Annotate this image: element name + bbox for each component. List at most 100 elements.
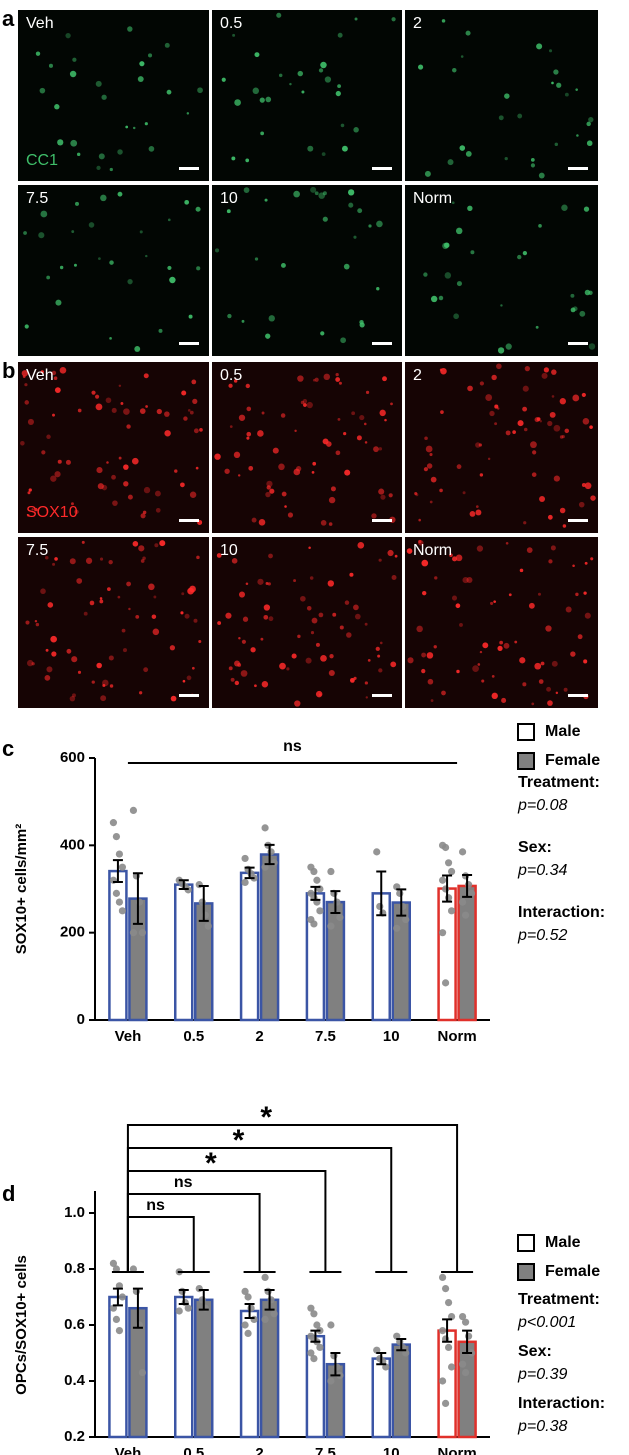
cell <box>243 187 250 194</box>
legend-swatch <box>517 1234 535 1252</box>
cell <box>588 290 593 296</box>
data-point <box>195 881 203 889</box>
cell <box>554 142 559 147</box>
cell <box>245 582 249 585</box>
cell <box>517 113 523 119</box>
cell <box>155 507 161 513</box>
x-tick-label: 2 <box>255 1028 263 1045</box>
cell <box>532 450 537 455</box>
error-bar <box>442 874 453 903</box>
stat-name: Treatment: <box>518 774 600 791</box>
stat-name: Interaction: <box>518 904 605 921</box>
cell <box>260 637 264 641</box>
tile-label: 0.5 <box>220 15 242 32</box>
cell <box>433 645 437 649</box>
cell <box>279 662 286 670</box>
cell <box>98 257 101 260</box>
cell <box>451 595 458 601</box>
cell <box>174 469 178 473</box>
y-tick-label: 0.2 <box>64 1428 85 1445</box>
cell <box>478 443 482 447</box>
cell <box>252 87 260 95</box>
cell <box>539 496 546 503</box>
cell <box>323 373 331 381</box>
cell <box>526 547 533 553</box>
cell <box>444 242 450 248</box>
cell <box>40 210 48 218</box>
cell <box>77 670 82 674</box>
cell <box>127 26 133 32</box>
comparison-label: ns <box>283 738 302 755</box>
cell <box>359 415 365 421</box>
cell <box>188 314 193 319</box>
cell <box>230 677 235 682</box>
cell <box>559 435 564 439</box>
cell <box>570 293 575 298</box>
cell <box>246 431 252 437</box>
cell <box>320 654 327 662</box>
x-tick-label: 0.5 <box>183 1445 204 1455</box>
cell <box>545 625 552 632</box>
cell <box>117 191 123 197</box>
cell <box>266 480 273 488</box>
cell <box>302 398 308 404</box>
cell <box>531 472 537 477</box>
cell <box>89 600 95 606</box>
cell <box>320 520 327 526</box>
tile-label: Norm <box>413 190 452 207</box>
cell <box>232 33 236 37</box>
cell <box>315 642 320 647</box>
cell <box>52 562 56 566</box>
comparison-bracket <box>126 1124 474 1273</box>
cell <box>490 601 494 605</box>
cell <box>522 682 527 687</box>
micrograph <box>405 362 598 533</box>
data-point <box>402 915 410 924</box>
cell <box>246 406 252 412</box>
cell <box>27 491 31 495</box>
cell <box>181 592 185 596</box>
cell <box>421 652 427 658</box>
cell <box>193 618 198 623</box>
data-point <box>444 894 453 902</box>
data-point <box>441 979 450 987</box>
data-point <box>336 913 344 921</box>
cell <box>88 222 95 228</box>
cell <box>373 446 379 453</box>
micrograph <box>212 537 402 708</box>
y-tick-label: 200 <box>60 924 85 941</box>
data-point <box>447 1363 456 1371</box>
cell <box>318 693 322 696</box>
cell <box>109 167 113 172</box>
data-point <box>461 1369 470 1377</box>
cell <box>237 662 242 667</box>
cell <box>508 593 512 597</box>
cell <box>376 220 383 228</box>
cell <box>338 381 342 385</box>
cell <box>147 53 153 58</box>
cell <box>550 545 556 551</box>
data-point <box>198 898 206 906</box>
stat-name: Interaction: <box>518 1395 605 1412</box>
cell <box>144 122 148 126</box>
cell <box>300 400 305 405</box>
cell <box>97 483 104 490</box>
cell <box>394 554 398 558</box>
data-point <box>399 902 407 911</box>
cell <box>455 554 463 562</box>
tile-label: 7.5 <box>26 542 48 559</box>
cell <box>65 459 71 465</box>
cell <box>111 407 117 413</box>
cell <box>238 637 241 640</box>
data-point <box>376 902 384 911</box>
cell <box>254 257 259 261</box>
cell <box>309 576 314 580</box>
cell <box>183 416 188 421</box>
cell <box>470 250 475 255</box>
bar <box>371 1357 391 1439</box>
data-point <box>438 876 447 884</box>
cell <box>524 366 530 372</box>
cell <box>564 428 570 434</box>
data-point <box>241 1321 249 1329</box>
cell <box>125 125 129 129</box>
